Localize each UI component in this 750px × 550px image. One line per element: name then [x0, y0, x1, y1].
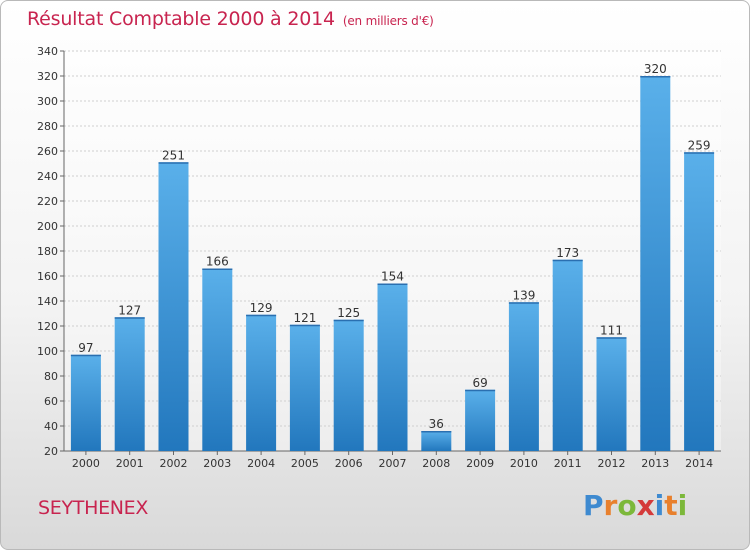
x-tick-label-2009: 2009	[466, 457, 494, 470]
bar-top-2002	[158, 162, 189, 164]
bar-2012	[596, 337, 627, 451]
y-tick-label: 300	[37, 95, 58, 108]
bar-2000	[70, 354, 101, 451]
bar-top-2011	[552, 259, 583, 262]
bar-top-2010	[508, 302, 539, 304]
bar-top-2001	[114, 317, 145, 319]
value-label-2004: 129	[250, 301, 273, 315]
value-label-2012: 111	[600, 323, 623, 337]
x-tick-label-2012: 2012	[598, 457, 626, 470]
y-tick-label: 160	[37, 270, 58, 283]
y-tick-label: 260	[37, 145, 58, 158]
value-label-2003: 166	[206, 255, 229, 269]
value-label-2008: 36	[429, 417, 444, 431]
bar-2004	[246, 314, 277, 451]
bar-2013	[640, 76, 671, 451]
bar-2009	[465, 389, 496, 451]
bar-2014	[684, 152, 715, 451]
x-tick-label-2000: 2000	[72, 457, 100, 470]
proxiti-logo: Proxiti	[583, 489, 687, 522]
y-tick-label: 240	[37, 170, 58, 183]
bar-2001	[114, 317, 145, 451]
value-label-2010: 139	[512, 288, 535, 302]
bar-top-2007	[377, 283, 408, 285]
x-tick-label-2005: 2005	[291, 457, 319, 470]
y-tick-label: 100	[37, 345, 58, 358]
chart-title: Résultat Comptable 2000 à 2014 (en millie…	[27, 8, 434, 30]
value-label-2005: 121	[293, 311, 316, 325]
bar-2008	[421, 431, 452, 451]
value-label-2002: 251	[162, 148, 185, 162]
y-tick-label: 120	[37, 320, 58, 333]
y-tick-label: 20	[44, 445, 58, 458]
bar-2005	[289, 324, 320, 451]
bar-top-2009	[465, 389, 496, 392]
bar-top-2004	[246, 314, 277, 317]
bar-top-2000	[70, 354, 101, 357]
bar-top-2014	[684, 152, 715, 154]
logo-letter: r	[603, 489, 618, 522]
y-tick-label: 140	[37, 295, 58, 308]
bar-2002	[158, 162, 189, 451]
bar-top-2008	[421, 431, 452, 433]
value-label-2014: 259	[688, 138, 711, 152]
value-label-2001: 127	[118, 303, 141, 317]
value-label-2013: 320	[644, 62, 667, 76]
value-label-2000: 97	[78, 341, 93, 355]
logo-letter: i	[677, 489, 688, 522]
bar-top-2006	[333, 319, 364, 322]
x-tick-label-2013: 2013	[641, 457, 669, 470]
value-label-2009: 69	[472, 376, 487, 390]
bar-2010	[508, 302, 539, 451]
y-tick-label: 200	[37, 220, 58, 233]
commune-name: SEYTHENEX	[38, 497, 149, 519]
y-tick-label: 280	[37, 120, 58, 133]
x-tick-label-2002: 2002	[160, 457, 188, 470]
y-tick-label: 320	[37, 70, 58, 83]
logo-letter: x	[636, 489, 655, 522]
x-tick-label-2004: 2004	[247, 457, 275, 470]
bar-2011	[552, 259, 583, 451]
bar-top-2005	[289, 324, 320, 327]
x-tick-label-2010: 2010	[510, 457, 538, 470]
bar-top-2012	[596, 337, 627, 339]
chart-title-text: Résultat Comptable 2000 à 2014	[27, 8, 335, 30]
bar-2006	[333, 319, 364, 451]
y-tick-label: 180	[37, 245, 58, 258]
y-tick-label: 80	[44, 370, 58, 383]
value-label-2011: 173	[556, 246, 579, 260]
y-tick-label: 340	[37, 45, 58, 58]
x-tick-label-2007: 2007	[379, 457, 407, 470]
bar-2007	[377, 283, 408, 451]
y-tick-label: 40	[44, 420, 58, 433]
logo-letter: i	[654, 489, 665, 522]
logo-letter: o	[617, 489, 637, 522]
x-tick-label-2001: 2001	[116, 457, 144, 470]
x-tick-label-2011: 2011	[554, 457, 582, 470]
chart-subtitle: (en milliers d'€)	[342, 14, 434, 28]
bar-2003	[202, 268, 233, 451]
x-tick-label-2014: 2014	[685, 457, 713, 470]
x-tick-label-2003: 2003	[203, 457, 231, 470]
logo-letter: P	[583, 489, 604, 522]
value-label-2006: 125	[337, 306, 360, 320]
y-tick-label: 220	[37, 195, 58, 208]
value-label-2007: 154	[381, 270, 404, 284]
x-tick-label-2008: 2008	[422, 457, 450, 470]
x-tick-label-2006: 2006	[335, 457, 363, 470]
logo-letter: t	[664, 489, 678, 522]
bar-top-2013	[640, 76, 671, 78]
y-tick-label: 60	[44, 395, 58, 408]
bar-top-2003	[202, 268, 233, 270]
